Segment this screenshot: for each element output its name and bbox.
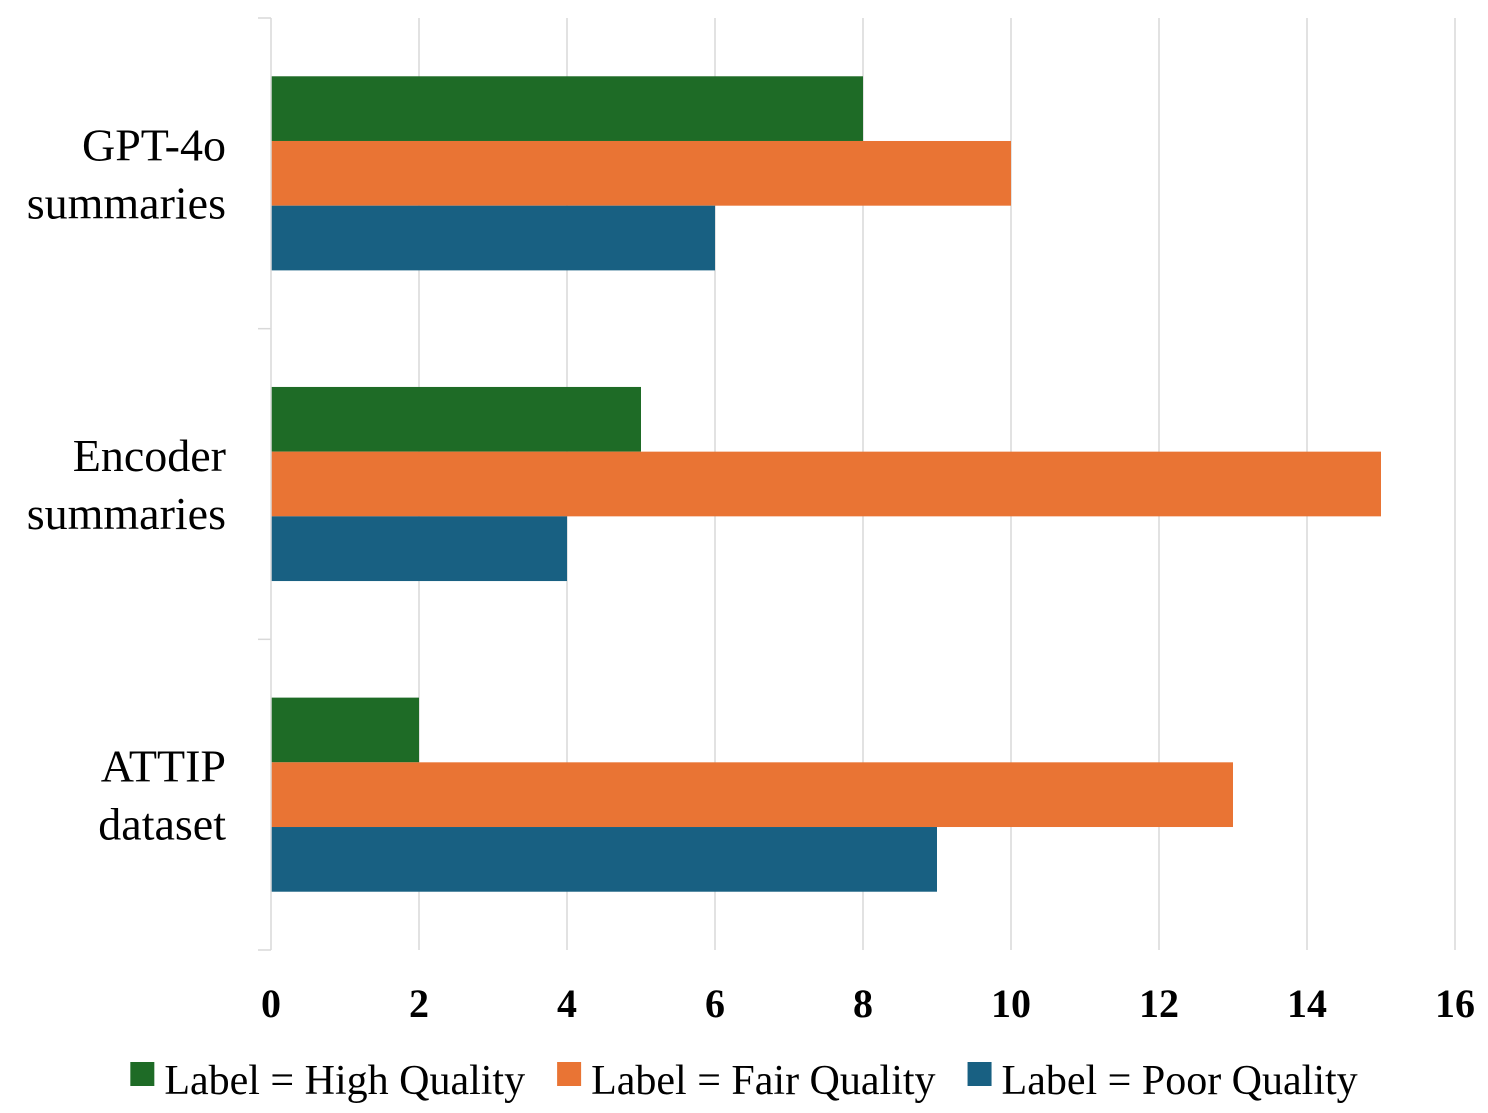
legend-label: Label = Poor Quality: [1002, 1058, 1358, 1104]
x-tick-label: 0: [261, 981, 281, 1026]
category-label-line: Encoder: [73, 430, 226, 481]
category-label: ATTIP dataset: [98, 741, 226, 850]
x-tick-label: 14: [1287, 981, 1327, 1026]
category-label-line: summaries: [27, 177, 226, 228]
bar-label-high-quality-encoder-summaries: [271, 386, 641, 452]
legend-swatch: [967, 1062, 992, 1086]
x-tick-label: 4: [557, 981, 577, 1026]
legend-swatch: [130, 1062, 155, 1086]
bar-label-high-quality-attip-dataset: [271, 697, 419, 763]
legend-label: Label = Fair Quality: [591, 1058, 935, 1104]
legend: Label = High Quality Label = Fair Quality…: [130, 1058, 1358, 1104]
bar-label-high-quality-gpt-4o-summaries: [271, 76, 863, 141]
bar-label-poor-quality-gpt-4o-summaries: [271, 205, 715, 271]
category-label: GPT-4o summaries: [27, 119, 226, 228]
x-tick-label: 2: [409, 981, 429, 1026]
bar-label-poor-quality-encoder-summaries: [271, 516, 567, 582]
legend-label: Label = High Quality: [164, 1058, 525, 1104]
x-tick-label: 10: [991, 981, 1031, 1026]
y-axis: [258, 17, 272, 951]
category-labels: GPT-4o summaries Encoder summaries ATTIP data…: [27, 119, 227, 849]
bar-label-fair-quality-encoder-summaries: [271, 451, 1381, 517]
legend-swatch: [557, 1062, 582, 1086]
category-label-line: ATTIP: [101, 741, 226, 792]
x-tick-label: 8: [853, 981, 873, 1026]
category-label-line: summaries: [27, 488, 226, 539]
category-label: Encoder summaries: [27, 430, 226, 539]
x-tick-labels: 0 2 4 6 8 10 12 14 16: [261, 981, 1475, 1026]
category-label-line: dataset: [98, 799, 226, 850]
legend-item: Label = High Quality: [130, 1058, 525, 1104]
category-label-line: GPT-4o: [82, 119, 226, 170]
legend-item: Label = Fair Quality: [557, 1058, 936, 1104]
x-tick-label: 16: [1435, 981, 1475, 1026]
bar-label-fair-quality-attip-dataset: [271, 762, 1233, 828]
bars: [271, 76, 1381, 892]
legend-item: Label = Poor Quality: [967, 1058, 1358, 1104]
bar-label-poor-quality-attip-dataset: [271, 827, 937, 892]
bar-label-fair-quality-gpt-4o-summaries: [271, 140, 1011, 206]
x-tick-label: 12: [1139, 981, 1179, 1026]
x-tick-label: 6: [705, 981, 725, 1026]
